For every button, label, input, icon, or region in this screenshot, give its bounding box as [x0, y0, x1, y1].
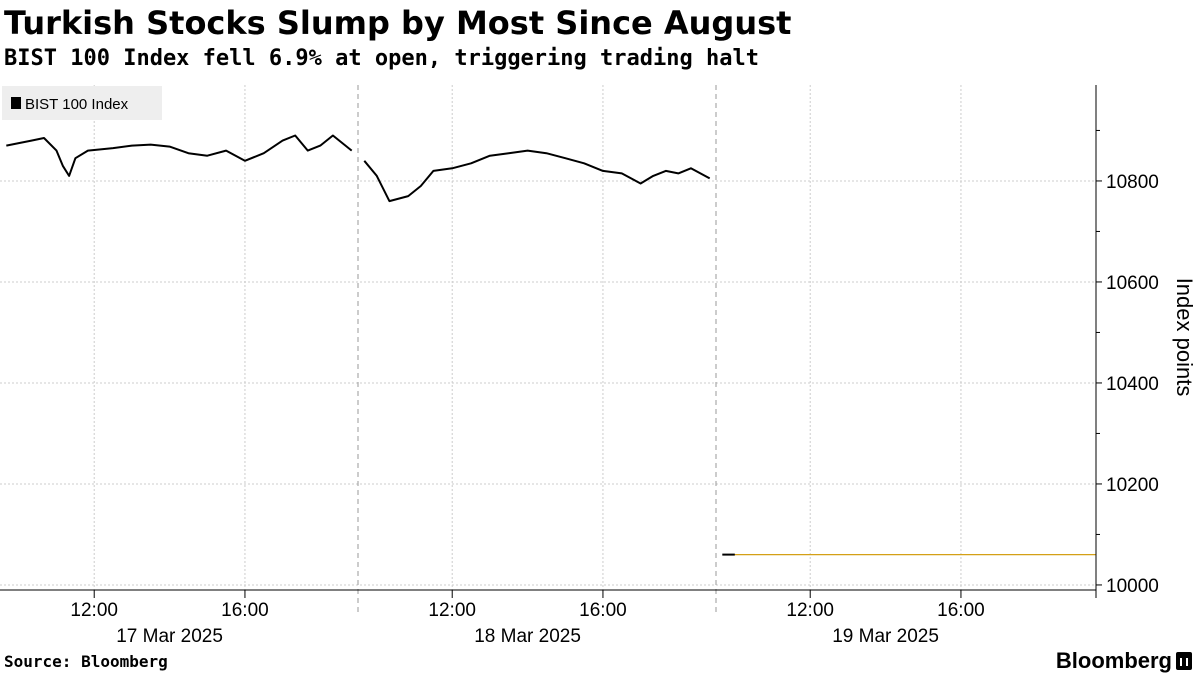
y-tick-label: 10000	[1106, 576, 1159, 597]
y-axis-label: Index points	[1172, 278, 1197, 397]
legend-swatch	[11, 97, 21, 109]
series-line-segment	[363, 149, 711, 203]
chart-title: Turkish Stocks Slump by Most Since Augus…	[4, 4, 792, 42]
x-axis: 12:00 16:00 17 Mar 2025 12:00 16:00 18 Mar 20…	[0, 589, 1096, 647]
x-tick-label: 12:00	[428, 600, 476, 621]
y-axis: 10000 10200 10400 10600 10800	[1095, 85, 1159, 598]
legend-box	[2, 86, 162, 120]
x-tick-label: 12:00	[70, 600, 118, 621]
y-tick-label: 10400	[1106, 374, 1159, 395]
series-layer	[6, 134, 735, 556]
x-tick-label: 12:00	[786, 600, 834, 621]
legend: BIST 100 Index	[2, 86, 162, 120]
source-note: Source: Bloomberg	[4, 652, 168, 671]
y-tick-label: 10800	[1106, 172, 1159, 193]
x-tick-label: 16:00	[937, 600, 985, 621]
x-tick-label: 16:00	[221, 600, 269, 621]
grid-lines	[0, 85, 1096, 616]
bloomberg-icon	[1176, 652, 1192, 670]
date-label: 19 Mar 2025	[832, 626, 939, 647]
brand-logo: Bloomberg	[1056, 648, 1192, 674]
y-tick-label: 10600	[1106, 273, 1159, 294]
brand-name: Bloomberg	[1055, 648, 1172, 673]
series-line-segment	[6, 134, 353, 177]
date-label: 17 Mar 2025	[116, 626, 223, 647]
legend-label: BIST 100 Index	[25, 96, 129, 113]
x-tick-label: 16:00	[579, 600, 627, 621]
y-tick-label: 10200	[1106, 475, 1159, 496]
date-label: 18 Mar 2025	[474, 626, 581, 647]
chart-subtitle: BIST 100 Index fell 6.9% at open, trigge…	[4, 46, 759, 71]
